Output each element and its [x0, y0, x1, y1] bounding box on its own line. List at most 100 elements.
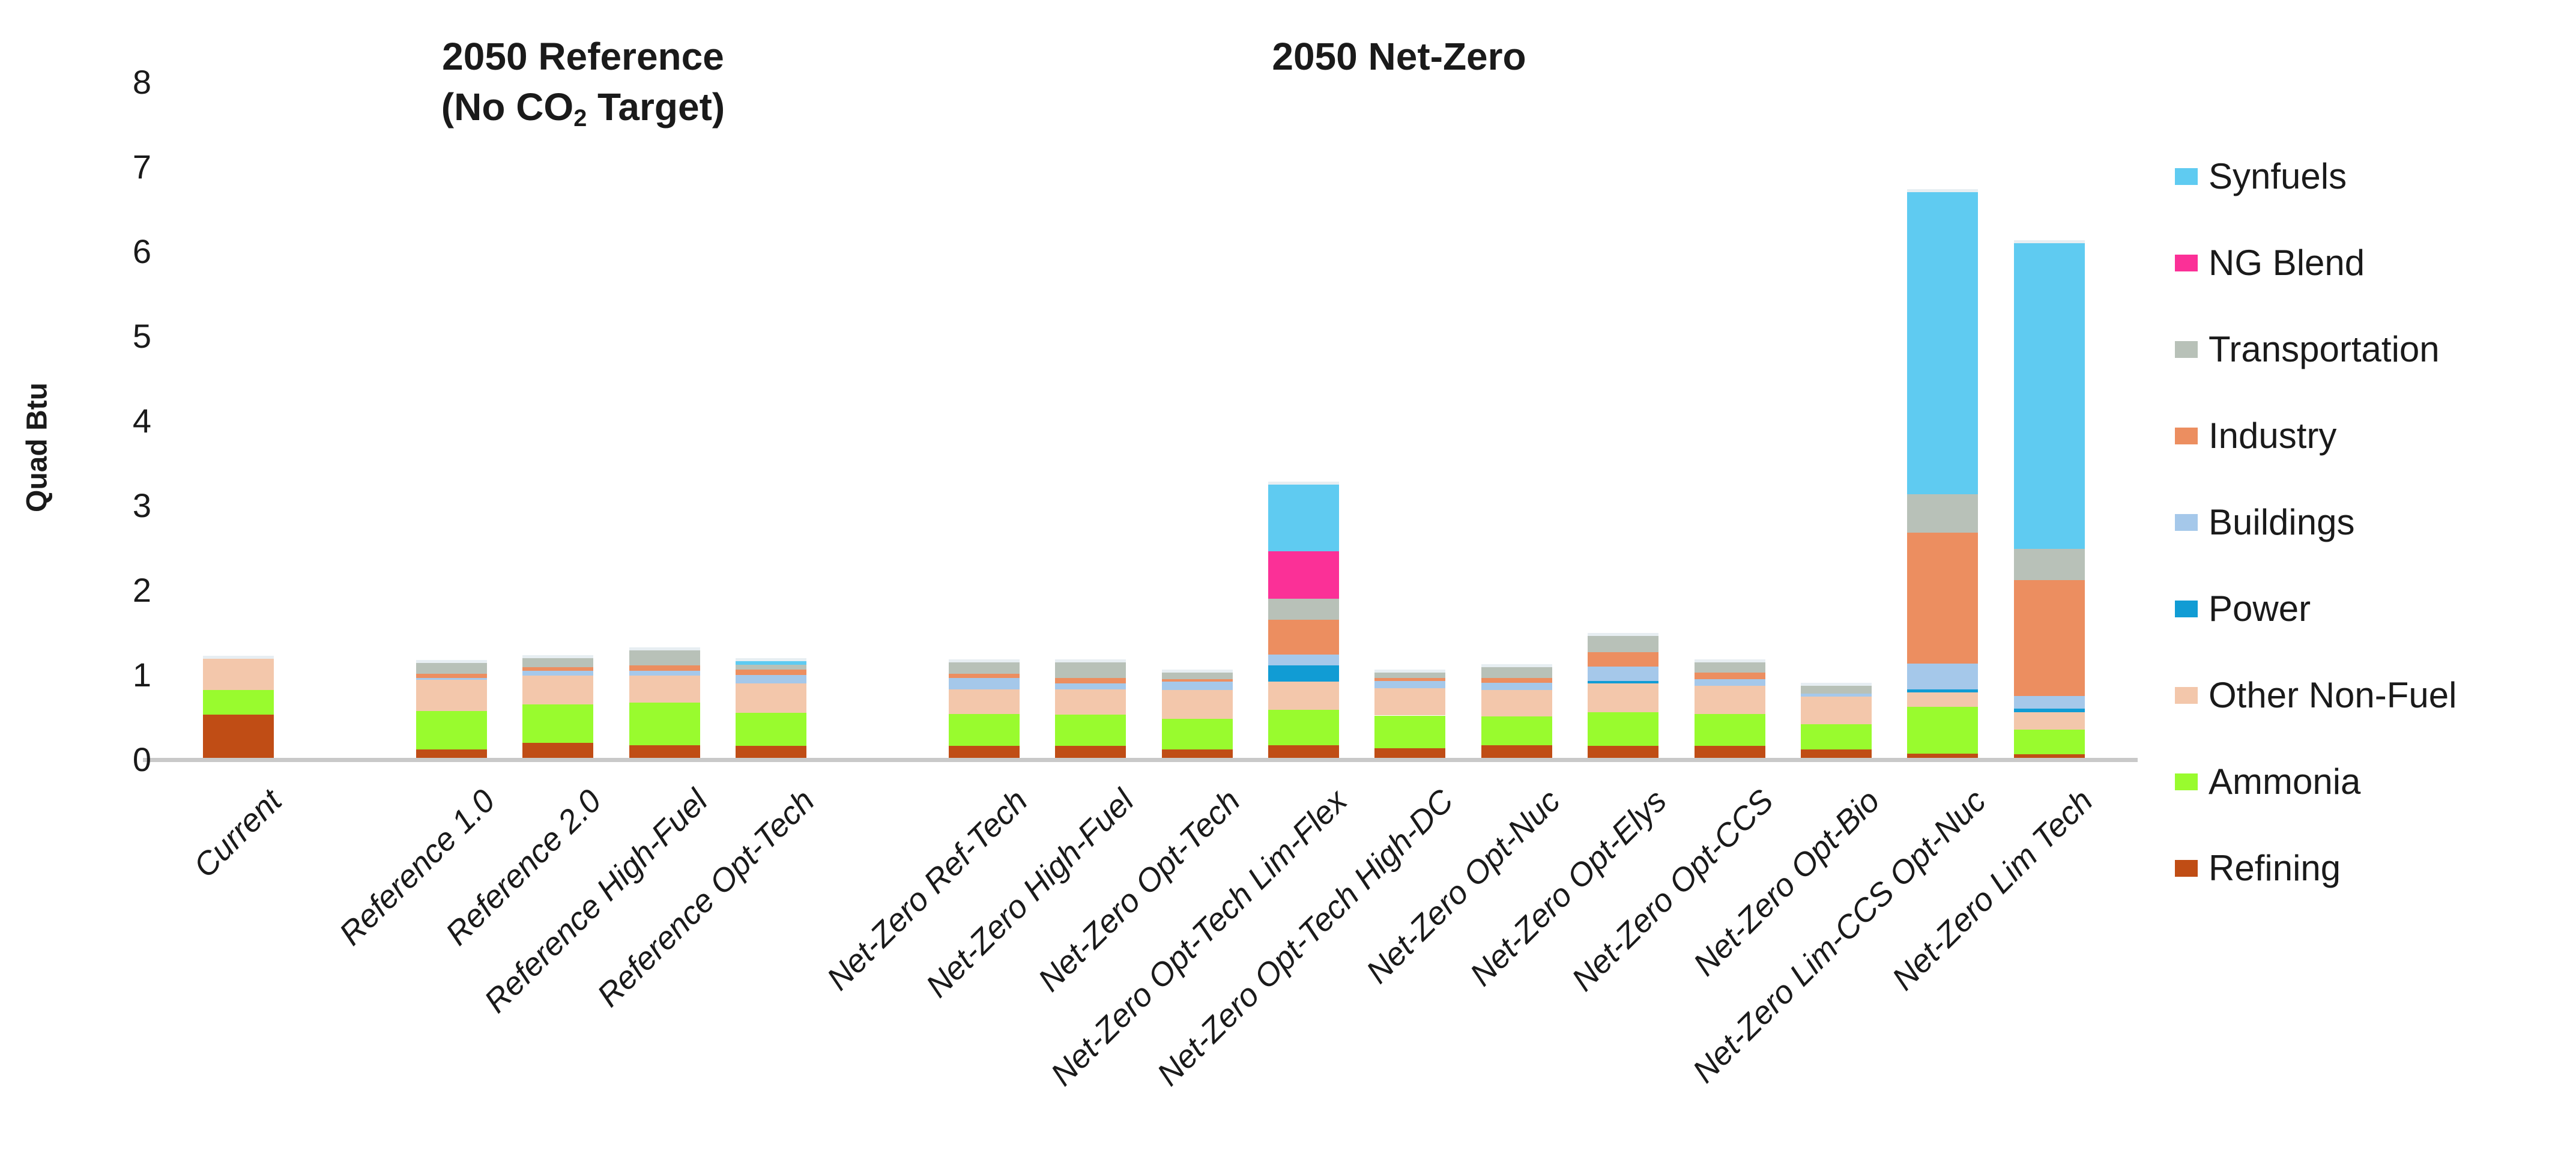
bar-segment-net-zero-opt-bio-other-non-fuel	[1801, 697, 1872, 724]
bar-top-cap	[522, 655, 593, 658]
bar-top-cap	[949, 659, 1020, 662]
bar-segment-reference-opt-tech-industry	[736, 670, 806, 675]
bar-segment-reference-opt-tech-synfuels	[736, 661, 806, 665]
y-tick-label-1: 1	[132, 656, 151, 694]
bar-segment-reference-high-fuel-ammonia	[629, 703, 700, 745]
bar-segment-net-zero-lim-tech-industry	[2014, 580, 2085, 697]
bar-segment-reference-high-fuel-industry	[629, 665, 700, 671]
bar-segment-net-zero-opt-nuc-ammonia	[1481, 716, 1552, 745]
bar-segment-reference-2-0-other-non-fuel	[522, 676, 593, 705]
bar-segment-net-zero-opt-bio-transportation	[1801, 686, 1872, 694]
bar-top-cap	[1801, 683, 1872, 686]
bar-segment-net-zero-opt-elys-buildings	[1588, 666, 1658, 681]
bar-segment-net-zero-high-fuel-other-non-fuel	[1055, 689, 1126, 715]
legend-item-synfuels: Synfuels	[2175, 157, 2347, 196]
bar-segment-net-zero-lim-ccs-opt-nuc-ammonia	[1907, 707, 1978, 754]
legend-item-transportation: Transportation	[2175, 330, 2440, 369]
bar-segment-net-zero-lim-ccs-opt-nuc-power	[1907, 689, 1978, 693]
x-axis-label-net-zero-opt-tech: Net-Zero Opt-Tech	[1031, 782, 1248, 999]
legend-swatch-ng-blend	[2175, 255, 2198, 271]
bar-top-cap	[736, 658, 806, 662]
bar-segment-net-zero-opt-tech-ammonia	[1162, 719, 1233, 749]
bar-segment-net-zero-lim-tech-refining	[2014, 754, 2085, 758]
bar-segment-net-zero-lim-ccs-opt-nuc-buildings	[1907, 664, 1978, 689]
bar-segment-net-zero-opt-tech-industry	[1162, 679, 1233, 682]
bar-segment-net-zero-opt-tech-lim-flex-ammonia	[1268, 709, 1339, 745]
bar-segment-current-refining	[203, 715, 274, 758]
bar-segment-net-zero-lim-tech-synfuels	[2014, 243, 2085, 549]
x-axis-label-net-zero-ref-tech: Net-Zero Ref-Tech	[820, 782, 1035, 997]
x-axis-label-net-zero-opt-nuc: Net-Zero Opt-Nuc	[1359, 782, 1567, 991]
legend-swatch-industry	[2175, 428, 2198, 444]
bar-segment-reference-2-0-ammonia	[522, 704, 593, 743]
bar-segment-net-zero-opt-nuc-refining	[1481, 745, 1552, 758]
bar-segment-net-zero-opt-tech-lim-flex-refining	[1268, 745, 1339, 758]
legend-item-power: Power	[2175, 590, 2311, 628]
bar-segment-reference-1-0-buildings	[416, 678, 487, 680]
bar-segment-net-zero-opt-tech-lim-flex-industry	[1268, 620, 1339, 655]
bar-top-cap	[416, 660, 487, 664]
bar-segment-net-zero-opt-nuc-transportation	[1481, 667, 1552, 679]
bar-segment-reference-high-fuel-other-non-fuel	[629, 676, 700, 703]
bar-top-cap	[203, 656, 274, 659]
legend-swatch-ammonia	[2175, 773, 2198, 790]
y-tick-label-5: 5	[132, 317, 151, 355]
bar-segment-reference-2-0-buildings	[522, 670, 593, 676]
bar-segment-net-zero-ref-tech-ammonia	[949, 713, 1020, 746]
bar-segment-net-zero-opt-bio-ammonia	[1801, 724, 1872, 749]
bar-segment-net-zero-lim-ccs-opt-nuc-other-non-fuel	[1907, 692, 1978, 707]
y-tick-label-3: 3	[132, 486, 151, 524]
y-tick-label-7: 7	[132, 148, 151, 186]
bar-segment-reference-high-fuel-transportation	[629, 650, 700, 666]
bar-segment-net-zero-opt-ccs-buildings	[1695, 679, 1765, 686]
bar-segment-net-zero-lim-tech-other-non-fuel	[2014, 712, 2085, 730]
legend-label-buildings: Buildings	[2209, 502, 2355, 542]
bar-segment-net-zero-opt-tech-lim-flex-power	[1268, 665, 1339, 682]
y-tick-label-8: 8	[132, 63, 151, 101]
legend-label-ammonia: Ammonia	[2209, 761, 2361, 802]
x-axis-label-net-zero-high-fuel: Net-Zero High-Fuel	[919, 782, 1141, 1005]
bar-segment-reference-1-0-industry	[416, 674, 487, 679]
x-axis-label-current: Current	[186, 782, 289, 885]
bar-top-cap	[1695, 659, 1765, 662]
bar-segment-net-zero-ref-tech-transportation	[949, 662, 1020, 674]
bar-segment-reference-2-0-industry	[522, 667, 593, 671]
bar-segment-net-zero-opt-nuc-industry	[1481, 678, 1552, 683]
bar-segment-net-zero-opt-ccs-industry	[1695, 672, 1765, 679]
bar-segment-net-zero-opt-tech-refining	[1162, 749, 1233, 758]
legend-swatch-power	[2175, 601, 2198, 617]
bar-segment-net-zero-lim-tech-transportation	[2014, 548, 2085, 580]
title-2050-reference-line2: (No CO2 Target)	[441, 85, 725, 132]
bar-top-cap	[1481, 664, 1552, 668]
bar-segment-reference-opt-tech-buildings	[736, 674, 806, 683]
bar-segment-net-zero-opt-elys-other-non-fuel	[1588, 683, 1658, 712]
bar-segment-net-zero-high-fuel-industry	[1055, 678, 1126, 683]
bar-top-cap	[1588, 632, 1658, 636]
bar-top-cap	[1374, 669, 1445, 673]
bar-segment-net-zero-lim-tech-ammonia	[2014, 730, 2085, 755]
legend-swatch-transportation	[2175, 341, 2198, 358]
bar-segment-net-zero-opt-ccs-other-non-fuel	[1695, 686, 1765, 714]
bar-segment-reference-1-0-other-non-fuel	[416, 680, 487, 712]
y-tick-label-2: 2	[132, 571, 151, 609]
bar-segment-net-zero-opt-ccs-refining	[1695, 746, 1765, 758]
legend-label-industry: Industry	[2209, 416, 2337, 456]
legend-item-refining: Refining	[2175, 849, 2341, 888]
bar-segment-reference-opt-tech-other-non-fuel	[736, 683, 806, 713]
title-2050-reference: 2050 Reference (No CO2 Target)	[441, 31, 725, 144]
bar-segment-net-zero-high-fuel-buildings	[1055, 683, 1126, 689]
bar-segment-reference-2-0-refining	[522, 742, 593, 758]
bar-segment-net-zero-opt-bio-buildings	[1801, 693, 1872, 697]
bar-segment-net-zero-ref-tech-refining	[949, 746, 1020, 758]
legend-item-ng-blend: NG Blend	[2175, 244, 2365, 282]
bar-segment-net-zero-opt-tech-transportation	[1162, 672, 1233, 679]
bar-segment-net-zero-lim-ccs-opt-nuc-refining	[1907, 753, 1978, 758]
bar-segment-net-zero-high-fuel-ammonia	[1055, 715, 1126, 746]
legend-item-buildings: Buildings	[2175, 503, 2355, 542]
legend-label-power: Power	[2209, 589, 2311, 629]
bar-segment-net-zero-opt-ccs-ammonia	[1695, 713, 1765, 746]
bar-segment-net-zero-opt-nuc-other-non-fuel	[1481, 690, 1552, 716]
bar-segment-net-zero-high-fuel-refining	[1055, 746, 1126, 758]
legend-label-refining: Refining	[2209, 848, 2341, 888]
bar-top-cap	[629, 647, 700, 650]
